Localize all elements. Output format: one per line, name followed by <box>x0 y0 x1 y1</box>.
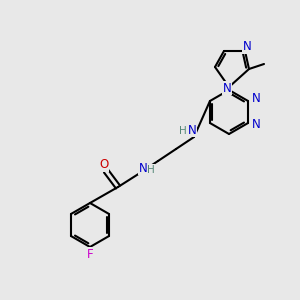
Text: N: N <box>252 92 260 106</box>
Text: H: H <box>179 126 187 136</box>
Text: F: F <box>87 248 93 260</box>
Text: N: N <box>188 124 196 136</box>
Text: H: H <box>147 165 155 175</box>
Text: O: O <box>99 158 109 172</box>
Text: N: N <box>252 118 260 131</box>
Text: N: N <box>243 40 251 53</box>
Text: N: N <box>139 161 147 175</box>
Text: N: N <box>223 82 231 94</box>
